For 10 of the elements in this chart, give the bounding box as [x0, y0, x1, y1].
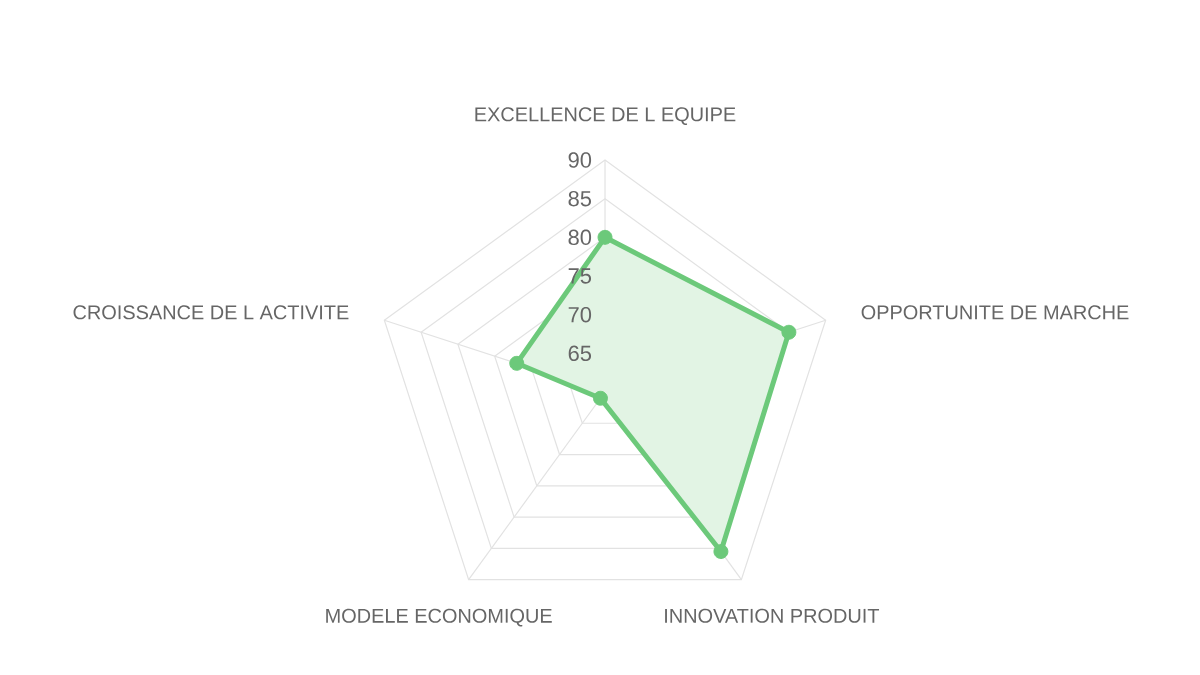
spoke-label: EXCELLENCE DE L EQUIPE — [475, 107, 736, 125]
y-tick-label: 70 — [568, 306, 592, 323]
y-tick-label: 65 — [568, 345, 592, 362]
spoke-label: MODELE ECONOMIQUE — [326, 608, 552, 627]
y-tick-label: 85 — [568, 190, 592, 207]
spoke-label: INNOVATION PRODUIT — [665, 608, 880, 623]
spoke-label: CROISSANCE DE L ACTIVITE — [73, 305, 349, 320]
y-tick-label: 90 — [568, 152, 592, 168]
y-tick-label: 80 — [568, 229, 592, 246]
spoke-label: OPPORTUNITE DE MARCHE — [861, 305, 1129, 320]
